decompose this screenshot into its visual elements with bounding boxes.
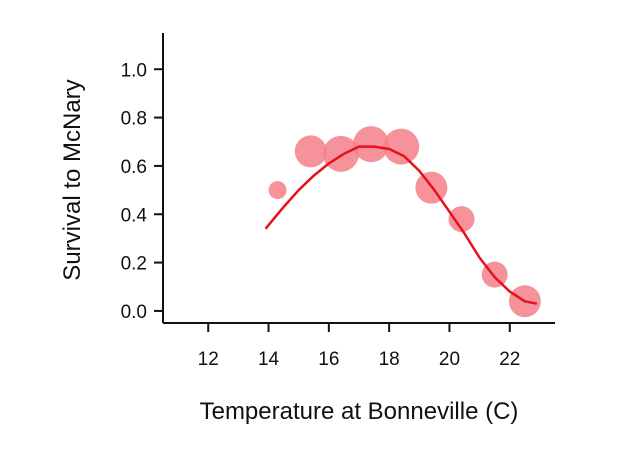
fit-curve: [264, 145, 538, 305]
y-tick-label-1.0: 1.0: [121, 60, 147, 81]
data-point-5: [383, 128, 420, 165]
x-tick-label-20: 20: [439, 349, 460, 370]
x-axis-title: Temperature at Bonneville (C): [200, 398, 519, 425]
y-tick-label-0.0: 0.0: [121, 302, 147, 323]
data-point-2: [294, 135, 327, 168]
points-layer: [268, 126, 541, 318]
y-tick-label-0.4: 0.4: [121, 205, 148, 226]
y-ticks-group: 0.0 0.2 0.4 0.6 0.8 1.0: [121, 60, 163, 323]
x-tick-label-12: 12: [198, 349, 219, 370]
y-axis-title: Survival to McNary: [59, 79, 86, 280]
data-point-4: [353, 126, 390, 163]
x-tick-label-22: 22: [499, 349, 520, 370]
x-tick-label-18: 18: [379, 349, 400, 370]
y-tick-label-0.6: 0.6: [121, 157, 147, 178]
x-tick-label-14: 14: [258, 349, 280, 370]
x-ticks-group: 12 14 16 18 20 22: [198, 323, 520, 370]
data-point-7: [448, 206, 475, 233]
y-tick-label-0.8: 0.8: [121, 109, 147, 130]
data-point-1: [268, 181, 287, 200]
y-tick-label-0.2: 0.2: [121, 254, 147, 275]
x-tick-label-16: 16: [318, 349, 339, 370]
